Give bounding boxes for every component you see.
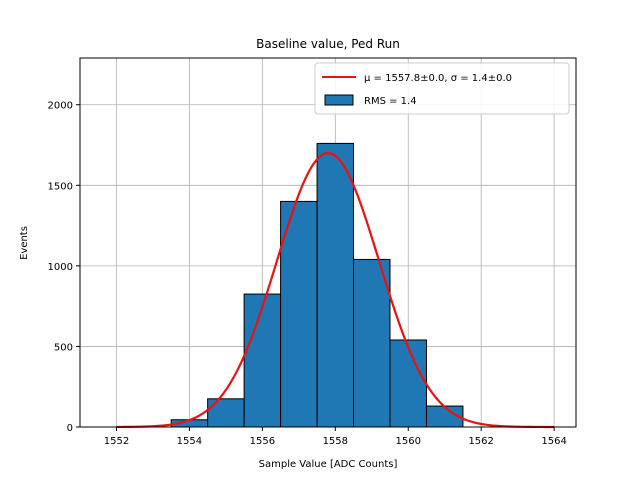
- x-tick-label: 1556: [250, 436, 275, 447]
- gaussian-fit-layer: [116, 151, 555, 429]
- y-tick-label: 500: [54, 342, 73, 353]
- histogram-bar: [207, 398, 245, 428]
- y-axis-label: Events: [19, 226, 30, 260]
- y-tick-label: 2000: [48, 101, 73, 112]
- y-tick-label: 0: [67, 423, 73, 434]
- x-axis-ticks: 1552 1554 1556 1558 1560 1562 1564: [104, 427, 567, 447]
- legend-fit-label: μ = 1557.8±0.0, σ = 1.4±0.0: [364, 73, 512, 84]
- x-axis-label: Sample Value [ADC Counts]: [259, 459, 398, 470]
- histogram-bar: [243, 293, 282, 428]
- x-tick-label: 1564: [541, 436, 566, 447]
- gaussian-fit-curve: [116, 151, 555, 429]
- x-tick-label: 1558: [323, 436, 348, 447]
- legend-hist-swatch: [324, 94, 354, 106]
- histogram-bar: [280, 200, 318, 428]
- plot-frame: [79, 57, 577, 428]
- legend-box: [314, 62, 570, 115]
- chart-title: Baseline value, Ped Run: [256, 37, 400, 51]
- y-tick-label: 1500: [48, 181, 73, 192]
- legend-hist-label: RMS = 1.4: [364, 96, 417, 107]
- x-tick-label: 1562: [468, 436, 493, 447]
- histogram-bar: [316, 142, 355, 428]
- x-tick-label: 1554: [177, 436, 202, 447]
- legend: μ = 1557.8±0.0, σ = 1.4±0.0 RMS = 1.4: [314, 62, 570, 115]
- x-tick-label: 1552: [104, 436, 129, 447]
- histogram-bar: [389, 339, 427, 428]
- y-axis-ticks: 0 500 1000 1500 2000: [48, 101, 80, 434]
- x-tick-label: 1560: [396, 436, 421, 447]
- histogram-bar: [353, 258, 391, 428]
- y-tick-label: 1000: [48, 262, 73, 273]
- histogram-bars: [170, 142, 464, 428]
